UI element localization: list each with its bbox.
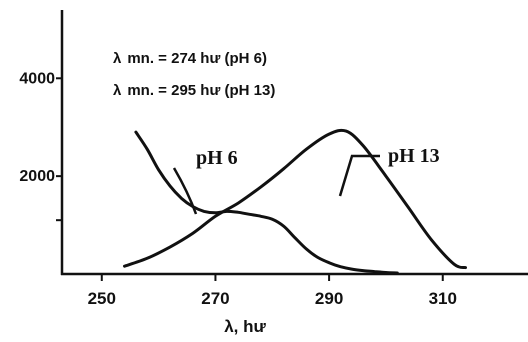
series-label-ph13: pH 13 <box>388 145 440 167</box>
lambda-max-ph6-annotation: λ mn. = 274 hư (pH 6) <box>113 50 267 67</box>
x-axis-label: λ, hư <box>224 317 266 336</box>
leader-line-ph13 <box>338 154 380 197</box>
series-line-ph13 <box>123 128 467 270</box>
series-label-ph6: pH 6 <box>196 147 238 169</box>
series-line-ph6 <box>134 130 399 275</box>
leader-line-ph6 <box>172 167 198 215</box>
y-tick-label: 2000 <box>19 168 55 185</box>
x-tick-label: 250 <box>88 289 116 308</box>
x-tick-label: 290 <box>315 289 343 308</box>
curves <box>123 128 467 275</box>
lambda-max-ph13-annotation: λ mn. = 295 hư (pH 13) <box>113 82 275 99</box>
x-tick-label: 270 <box>201 289 229 308</box>
y-tick-label: 4000 <box>19 70 55 87</box>
x-tick-label: 310 <box>429 289 457 308</box>
ticks: 250 270 290 310 2000 4000 <box>19 70 457 308</box>
axes <box>60 10 528 276</box>
